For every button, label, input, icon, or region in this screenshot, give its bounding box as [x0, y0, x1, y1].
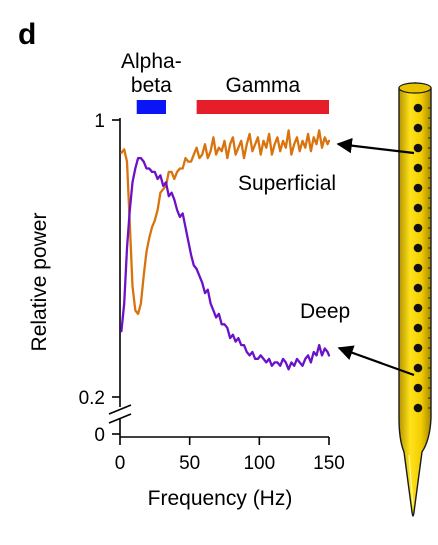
- y-tick-labels: 10.20: [79, 111, 105, 446]
- probe-contact: [413, 203, 423, 213]
- band-label: beta: [131, 74, 172, 97]
- x-tick-label: 50: [179, 453, 200, 474]
- probe-contact: [413, 243, 423, 253]
- probe-contact: [413, 143, 423, 153]
- probe-contact: [413, 123, 423, 133]
- probe-contacts: [413, 103, 423, 413]
- y-tick-label: 0: [94, 425, 105, 446]
- series-lines: [120, 129, 331, 371]
- probe-contact: [413, 323, 423, 333]
- probe-contact: [413, 343, 423, 353]
- probe-scale-ticks: [428, 107, 431, 409]
- band-bar: [136, 100, 166, 114]
- x-tick-label: 0: [115, 453, 126, 474]
- probe-top: [398, 82, 432, 94]
- probe-contact: [413, 383, 423, 393]
- probe-contact: [413, 223, 423, 233]
- arrow-superficial: [336, 137, 415, 155]
- x-tick-label: 100: [243, 453, 275, 474]
- probe-contact: [413, 303, 423, 313]
- x-ticks: 0 50 100 150: [115, 437, 345, 474]
- series-line-superficial: [120, 129, 331, 316]
- band-label: Gamma: [225, 74, 300, 97]
- probe-contact: [413, 183, 423, 193]
- x-axis-label: Frequency (Hz): [148, 487, 293, 510]
- panel-label: d: [18, 18, 36, 51]
- axis-break-mark: [108, 404, 132, 415]
- probe-contact: [413, 363, 423, 373]
- y-tick-label: 0.2: [79, 388, 105, 409]
- y-axis-label: Relative power: [28, 213, 51, 352]
- probe-tip-highlight: [408, 454, 414, 506]
- probe-contact: [413, 403, 423, 413]
- axis-break-mark: [108, 413, 132, 424]
- linear-electrode-probe-icon: [398, 82, 432, 517]
- series-label-superficial: Superficial: [238, 172, 336, 195]
- axes: [108, 118, 329, 438]
- band-bar: [196, 100, 329, 114]
- probe-contact: [413, 103, 423, 113]
- probe-contact: [413, 163, 423, 173]
- x-tick-label: 150: [313, 453, 345, 474]
- probe-contact: [413, 263, 423, 273]
- series-line-deep: [120, 156, 331, 371]
- y-tick-label: 1: [94, 111, 105, 132]
- series-label-deep: Deep: [300, 300, 350, 323]
- band-label: Alpha-: [121, 50, 182, 73]
- probe-contact: [413, 283, 423, 293]
- arrow-deep: [337, 345, 415, 377]
- frequency-bands: Alpha-beta Gamma: [121, 50, 329, 114]
